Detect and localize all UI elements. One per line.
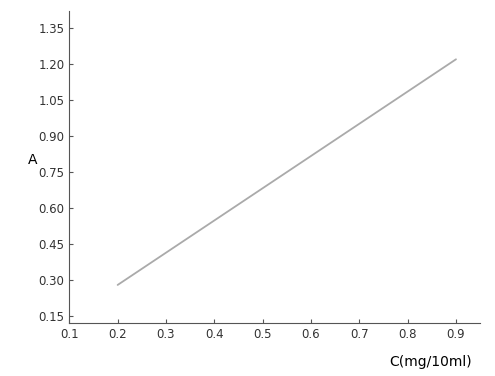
X-axis label: C(mg/10ml): C(mg/10ml) — [390, 355, 472, 368]
Y-axis label: A: A — [28, 153, 37, 167]
